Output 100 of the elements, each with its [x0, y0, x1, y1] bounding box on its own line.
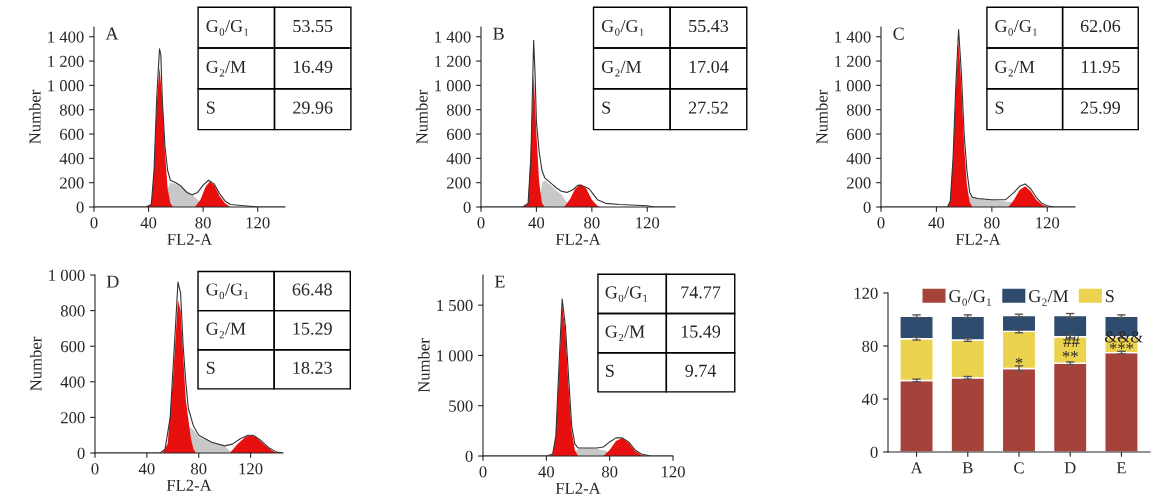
text: 11.95: [1082, 60, 1120, 73]
annotation: ##: [1063, 336, 1080, 348]
annotation: S: [606, 364, 614, 377]
x-tick-label: 80: [584, 217, 600, 229]
chart-title: C: [893, 27, 904, 40]
annotation: ***: [1109, 343, 1134, 350]
x-axis-title: FL2-A: [955, 233, 1001, 245]
annotation: G₂/M: [995, 60, 1035, 77]
x-tick-label: 0: [90, 217, 98, 229]
y-tick-label: 200: [61, 412, 85, 424]
x-tick-label: 120: [239, 463, 263, 475]
x-tick-label: 80: [984, 217, 1000, 229]
text: 15.49: [681, 325, 721, 338]
x-tick-label: A: [910, 462, 923, 474]
y-tick-label: 0: [76, 201, 84, 213]
x-tick-label: 40: [140, 217, 157, 229]
y-tick-label: 400: [60, 376, 85, 388]
x-tick-label: 120: [636, 217, 660, 229]
x-axis-title: FL2-A: [555, 233, 601, 245]
text: 29.96: [293, 101, 333, 114]
y-tick-label: 1 400: [835, 31, 871, 43]
y-tick-label: 600: [60, 340, 85, 353]
x-tick-label: 0: [479, 466, 487, 478]
x-tick-label: 0: [477, 217, 485, 229]
y-tick-label: 800: [846, 104, 871, 116]
x-tick-label: 80: [195, 217, 211, 229]
text: 25.99: [1080, 101, 1120, 114]
x-tick-label: 120: [661, 466, 685, 478]
chart-title: A: [105, 27, 119, 40]
x-tick-label: 40: [538, 466, 555, 478]
text: 9.74: [685, 364, 717, 377]
annotation: *: [1015, 357, 1023, 364]
y-tick-label: 80: [862, 340, 878, 352]
y-tick-label: 1 500: [437, 299, 473, 312]
y-axis-title: Number: [815, 89, 828, 144]
y-tick-label: 0: [77, 447, 85, 459]
y-tick-label: 400: [846, 153, 871, 165]
y-tick-label: 600: [59, 128, 84, 140]
annotation: &&&: [1104, 331, 1143, 343]
annotation: G₀/G₁: [995, 19, 1037, 36]
y-tick-label: 1 000: [437, 350, 473, 362]
text: 16.49: [293, 60, 333, 73]
annotation: S: [206, 101, 215, 114]
chart-title: E: [494, 275, 505, 288]
chart-title: B: [493, 27, 504, 40]
x-tick-label: 80: [191, 463, 207, 475]
x-tick-label: 40: [138, 463, 155, 475]
text: 18.23: [293, 361, 332, 374]
x-tick-label: D: [1064, 462, 1076, 474]
annotation: S: [206, 361, 215, 374]
annotation: **: [1062, 351, 1078, 358]
annotation: G₀/G₁: [601, 19, 644, 36]
y-tick-label: 1 200: [435, 55, 471, 67]
y-tick-label: 500: [449, 400, 473, 412]
y-tick-label: 0: [870, 446, 878, 458]
y-tick-label: 200: [847, 177, 871, 189]
x-tick-label: 80: [601, 466, 618, 478]
x-tick-label: 120: [1036, 217, 1060, 229]
text: 27.52: [688, 101, 728, 114]
y-tick-label: 40: [861, 393, 878, 405]
x-tick-label: C: [1014, 462, 1024, 474]
y-tick-label: 600: [846, 128, 871, 140]
annotation: G₂/M: [206, 60, 246, 77]
y-tick-label: 800: [60, 305, 85, 317]
x-tick-label: 40: [528, 217, 545, 229]
y-tick-label: 200: [447, 177, 471, 189]
text: 17.04: [689, 60, 729, 73]
x-tick-label: 40: [928, 217, 945, 229]
y-tick-label: 1 000: [835, 80, 871, 92]
y-tick-label: 800: [59, 104, 84, 116]
annotation: G₀/G₁: [206, 19, 249, 36]
x-tick-label: B: [962, 462, 973, 474]
legend-label: S: [1105, 290, 1114, 303]
x-axis-title: FL2-A: [555, 482, 601, 494]
text: 66.48: [292, 283, 332, 296]
y-tick-label: 1 000: [49, 269, 85, 281]
y-axis-title: Number: [28, 89, 41, 144]
text: 74.77: [681, 286, 721, 299]
annotation: G₂/M: [605, 325, 645, 342]
y-axis-title: Number: [29, 336, 42, 391]
y-tick-label: 1 200: [835, 55, 871, 67]
y-tick-label: 0: [863, 201, 871, 213]
y-tick-label: 1 200: [48, 55, 84, 67]
y-tick-label: 400: [446, 153, 471, 165]
y-tick-label: 1 000: [435, 80, 471, 92]
y-axis-title: Number: [417, 338, 430, 393]
y-tick-label: 200: [60, 177, 84, 189]
x-tick-label: 0: [91, 463, 99, 475]
text: 53.55: [293, 19, 333, 33]
text: 62.06: [1080, 19, 1121, 33]
annotation: G₀/G₁: [206, 283, 249, 300]
x-tick-label: E: [1116, 462, 1126, 474]
y-tick-label: 800: [446, 104, 471, 116]
annotation: S: [602, 101, 611, 114]
x-axis-title: FL2-A: [167, 233, 213, 245]
text: 55.43: [689, 19, 729, 33]
annotation: G₂/M: [206, 322, 246, 339]
y-tick-label: 1 000: [48, 80, 84, 92]
y-tick-label: 120: [854, 287, 878, 299]
y-tick-label: 400: [59, 153, 84, 165]
